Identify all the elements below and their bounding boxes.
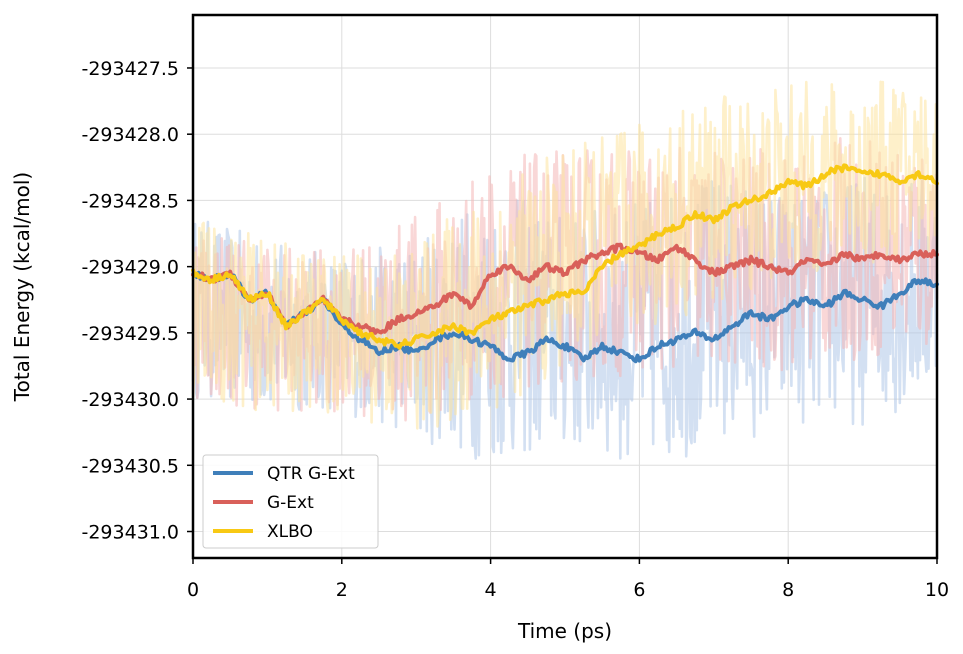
x-tick-label: 4 [485,579,497,601]
y-tick-label: -293430.5 [81,455,179,477]
plot-frame [191,13,939,560]
legend-box [202,454,379,549]
series-lines [191,163,939,364]
y-tick-label: -293428.0 [81,124,179,146]
y-tick-label: -293428.5 [81,190,179,212]
legend-label: XLBO [267,522,313,542]
y-axis-ticks: -293427.5 -293428.0 -293428.5 -293429.0 -293… [81,58,193,544]
x-tick-label: 2 [336,579,348,601]
raw-noise-bands [191,80,939,460]
legend-label: QTR G-Ext [267,464,355,484]
x-axis-ticks: 0 2 4 6 8 10 [187,558,949,601]
legend-label: G-Ext [267,493,314,513]
x-tick-label: 8 [782,579,794,601]
x-axis-label: Time (ps) [517,619,612,643]
y-tick-label: -293429.0 [81,257,179,279]
x-tick-label: 10 [925,579,949,601]
y-tick-label: -293430.0 [81,389,179,411]
legend: QTR G-Ext G-Ext XLBO [202,454,379,549]
y-tick-label: -293429.5 [81,323,179,345]
y-tick-label: -293427.5 [81,58,179,80]
x-tick-label: 6 [633,579,645,601]
y-axis-label: Total Energy (kcal/mol) [10,172,34,402]
y-tick-label: -293431.0 [81,522,179,544]
series-line-xlbo [191,163,939,350]
x-tick-label: 0 [187,579,199,601]
